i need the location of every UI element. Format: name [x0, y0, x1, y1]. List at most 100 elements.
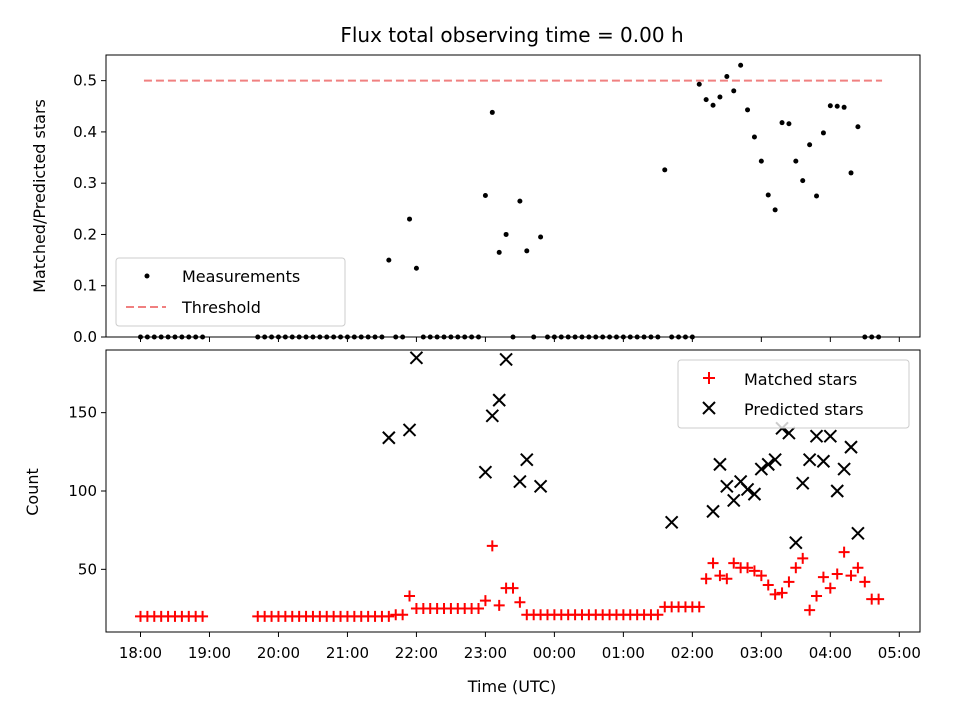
measurement-point [372, 334, 378, 340]
measurement-point [413, 265, 419, 271]
matched-star-point [383, 610, 395, 622]
measurement-point [703, 97, 709, 103]
x-tick-label: 20:00 [257, 644, 300, 662]
measurement-point [262, 334, 268, 340]
measurement-point [365, 334, 371, 340]
top-legend: Measurements Threshold [115, 257, 346, 327]
measurement-point [682, 334, 688, 340]
predicted-star-point [809, 429, 824, 443]
measurement-point [469, 334, 475, 340]
predicted-star-point [485, 409, 500, 423]
measurement-point [738, 62, 744, 68]
bottom-y-ticks: 50 100 150 [68, 404, 106, 578]
measurement-point [462, 334, 468, 340]
measurement-point [551, 334, 557, 340]
predicted-star-point [740, 482, 755, 497]
measurement-point [531, 334, 537, 340]
bottom-legend: Matched stars Predicted stars [677, 359, 910, 429]
predicted-star-point [664, 515, 679, 530]
predicted-star-point [402, 423, 417, 437]
measurement-point [317, 334, 323, 340]
x-tick-label: 23:00 [464, 644, 507, 662]
measurement-point [765, 192, 771, 198]
top-y-ticks: 0.0 0.1 0.2 0.3 0.4 0.5 [73, 72, 106, 346]
measurement-point [827, 103, 833, 109]
measurement-point [641, 334, 647, 340]
predicted-star-point [816, 454, 831, 468]
matched-star-point [707, 557, 719, 569]
legend-predicted-label: Predicted stars [744, 400, 864, 419]
x-tick-label: 21:00 [326, 644, 369, 662]
top-series [137, 62, 883, 340]
predicted-star-point [513, 474, 527, 489]
bottom-series [134, 351, 885, 622]
measurement-point [400, 334, 406, 340]
measurement-point [544, 334, 550, 340]
measurement-point [607, 334, 613, 340]
x-tick-label: 19:00 [188, 644, 231, 662]
measurement-point [862, 334, 868, 340]
measurement-point [869, 334, 875, 340]
predicted-star-point [754, 462, 769, 476]
matched-star-point [873, 593, 885, 605]
matched-star-point [755, 570, 767, 582]
measurement-point [758, 158, 764, 164]
bottom-y-tick-label: 150 [68, 404, 97, 422]
measurement-point [669, 334, 675, 340]
top-y-tick-label: 0.0 [73, 328, 97, 346]
measurement-point [779, 120, 785, 126]
top-y-tick-label: 0.1 [73, 277, 97, 295]
predicted-star-point [761, 457, 775, 472]
measurement-point [772, 207, 778, 213]
measurement-point [338, 334, 344, 340]
measurement-point [455, 334, 461, 340]
legend-matched-marker [703, 372, 715, 384]
predicted-star-point [478, 465, 493, 479]
measurement-point [565, 334, 571, 340]
measurement-point [420, 334, 426, 340]
measurement-point [503, 231, 509, 237]
measurement-point [655, 334, 661, 340]
measurement-point [627, 334, 633, 340]
matched-star-point [804, 604, 816, 616]
x-tick-label: 01:00 [602, 644, 645, 662]
matched-star-point [769, 588, 781, 600]
x-tick-label: 00:00 [533, 644, 576, 662]
measurement-point [386, 257, 392, 263]
measurement-point [600, 334, 606, 340]
measurement-point [786, 121, 792, 127]
measurement-point [731, 88, 737, 94]
matched-star-point [776, 587, 788, 599]
measurement-point [496, 249, 502, 255]
measurement-point [282, 334, 288, 340]
measurement-point [696, 81, 702, 87]
measurement-point [489, 109, 495, 115]
measurement-point [407, 216, 413, 222]
predicted-star-point [720, 479, 734, 494]
matched-star-point [714, 570, 726, 582]
predicted-star-point [837, 462, 851, 476]
measurement-point [717, 94, 723, 100]
measurement-point [800, 178, 806, 184]
matched-star-point [859, 576, 871, 588]
matched-star-point [652, 609, 664, 621]
matched-star-point [748, 565, 760, 577]
matched-star-point [700, 573, 712, 585]
measurement-point [393, 334, 399, 340]
bottom-plot: 50 100 150 18:00 19:00 20:00 21:00 22:00 23:00 0… [23, 349, 921, 696]
matched-star-point [197, 610, 209, 622]
bottom-x-ticks: 18:00 19:00 20:00 21:00 22:00 23:00 00:00 01:00… [119, 632, 921, 662]
predicted-star-point [520, 452, 534, 467]
x-tick-label: 02:00 [671, 644, 714, 662]
measurement-point [876, 334, 882, 340]
measurement-point [613, 334, 619, 340]
measurement-point [448, 334, 454, 340]
predicted-star-point [409, 351, 424, 365]
x-tick-label: 18:00 [119, 644, 162, 662]
measurement-point [510, 334, 516, 340]
matched-star-point [817, 571, 829, 583]
measurement-point [593, 334, 599, 340]
x-axis-label: Time (UTC) [467, 677, 556, 696]
measurement-point [848, 170, 854, 176]
measurement-point [441, 334, 447, 340]
